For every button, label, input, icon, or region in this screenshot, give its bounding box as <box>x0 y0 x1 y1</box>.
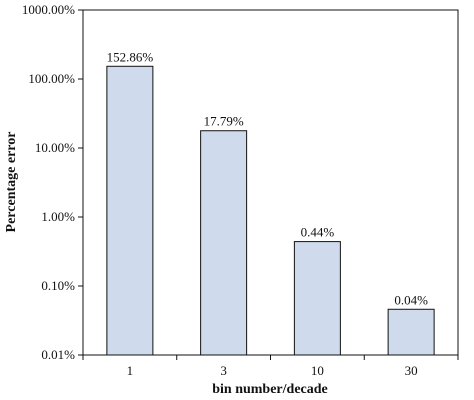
y-tick-label: 0.10% <box>41 278 75 293</box>
bar <box>293 241 341 356</box>
bar <box>106 65 154 356</box>
data-labels: 152.86% 17.79% 0.44% 0.04% <box>107 49 429 307</box>
y-axis: 0.01% 0.10% 1.00% 10.00% 100.00% 1000.00% <box>22 2 83 362</box>
y-tick-label: 1000.00% <box>22 2 75 17</box>
bar <box>387 308 435 356</box>
x-tick-label: 10 <box>311 363 324 378</box>
y-axis-title: Percentage error <box>4 132 19 233</box>
x-axis: 1 3 10 30 <box>82 355 459 378</box>
bar <box>200 130 248 356</box>
data-label: 17.79% <box>204 114 244 129</box>
y-tick-label: 0.01% <box>41 347 75 362</box>
x-tick-label: 1 <box>127 363 134 378</box>
x-tick-label: 30 <box>405 363 418 378</box>
x-axis-title: bin number/decade <box>212 382 328 397</box>
y-tick-label: 1.00% <box>41 209 75 224</box>
y-tick-label: 10.00% <box>35 140 75 155</box>
data-label: 0.44% <box>301 225 335 240</box>
data-label: 152.86% <box>107 49 154 64</box>
data-label: 0.04% <box>394 292 428 307</box>
bar-series <box>106 65 435 356</box>
y-tick-label: 100.00% <box>28 71 75 86</box>
x-tick-label: 3 <box>220 363 227 378</box>
